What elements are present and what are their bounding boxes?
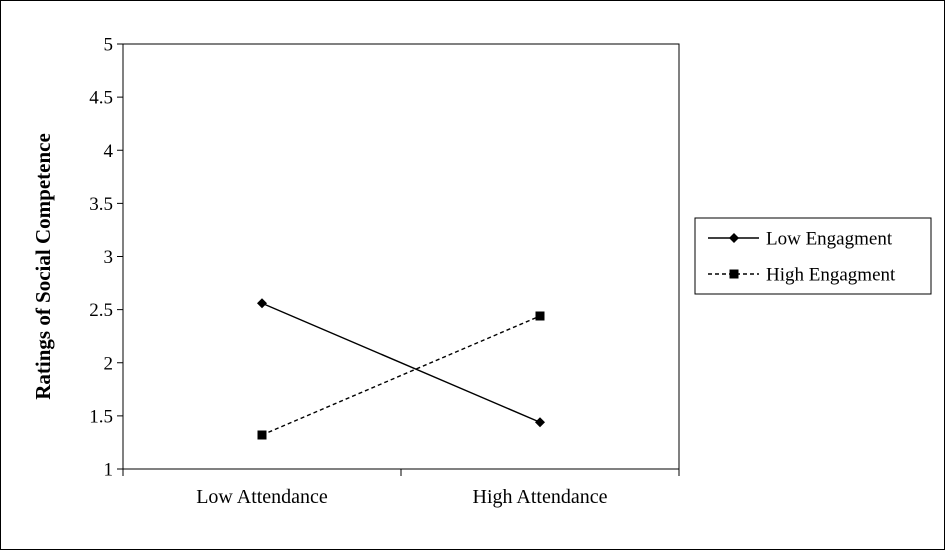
series-low-engagment <box>257 298 545 428</box>
diamond-marker <box>535 417 545 428</box>
square-marker <box>257 430 267 440</box>
y-tick-label: 3 <box>104 247 114 268</box>
legend: Low Engagment High Engagment <box>694 217 932 295</box>
y-tick-label: 1 <box>104 460 114 481</box>
x-axis: Low Attendance High Attendance <box>122 469 680 508</box>
diamond-marker <box>257 298 267 309</box>
y-tick-label: 2.5 <box>89 300 113 321</box>
plot-area <box>122 43 680 470</box>
y-tick-label: 5 <box>104 35 114 56</box>
y-tick-label: 3.5 <box>89 194 113 215</box>
series-line <box>261 315 541 436</box>
y-axis-label: Ratings of Social Competence <box>31 133 55 400</box>
legend-box <box>694 217 932 295</box>
x-tick-label: High Attendance <box>473 486 608 508</box>
series-line <box>261 302 541 423</box>
y-tick-label: 4 <box>104 141 114 162</box>
y-tick-label: 2 <box>104 353 114 374</box>
series-high-engagment <box>257 311 545 440</box>
series-group <box>257 298 545 440</box>
y-tick-label: 1.5 <box>89 406 113 427</box>
y-tick-label: 4.5 <box>89 88 113 109</box>
y-axis: 1 1.5 2 2.5 3 3.5 4 4.5 5 <box>89 35 123 481</box>
legend-diamond-marker <box>729 233 739 243</box>
square-marker <box>535 311 545 321</box>
legend-label: High Engagment <box>766 265 896 286</box>
legend-square-marker <box>729 269 739 279</box>
x-tick-label: Low Attendance <box>196 486 328 508</box>
legend-label: Low Engagment <box>766 229 893 250</box>
